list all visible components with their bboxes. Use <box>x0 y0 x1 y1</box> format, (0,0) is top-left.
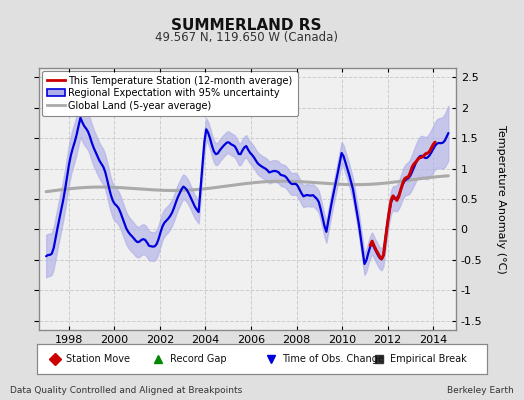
Legend: This Temperature Station (12-month average), Regional Expectation with 95% uncer: This Temperature Station (12-month avera… <box>42 71 298 116</box>
Text: Data Quality Controlled and Aligned at Breakpoints: Data Quality Controlled and Aligned at B… <box>10 386 243 395</box>
Text: Time of Obs. Change: Time of Obs. Change <box>282 354 384 364</box>
Text: 49.567 N, 119.650 W (Canada): 49.567 N, 119.650 W (Canada) <box>155 31 338 44</box>
Text: Station Move: Station Move <box>66 354 130 364</box>
Text: Record Gap: Record Gap <box>170 354 226 364</box>
Text: Empirical Break: Empirical Break <box>390 354 467 364</box>
Y-axis label: Temperature Anomaly (°C): Temperature Anomaly (°C) <box>496 125 506 273</box>
Text: Berkeley Earth: Berkeley Earth <box>447 386 514 395</box>
Text: SUMMERLAND RS: SUMMERLAND RS <box>171 18 322 33</box>
